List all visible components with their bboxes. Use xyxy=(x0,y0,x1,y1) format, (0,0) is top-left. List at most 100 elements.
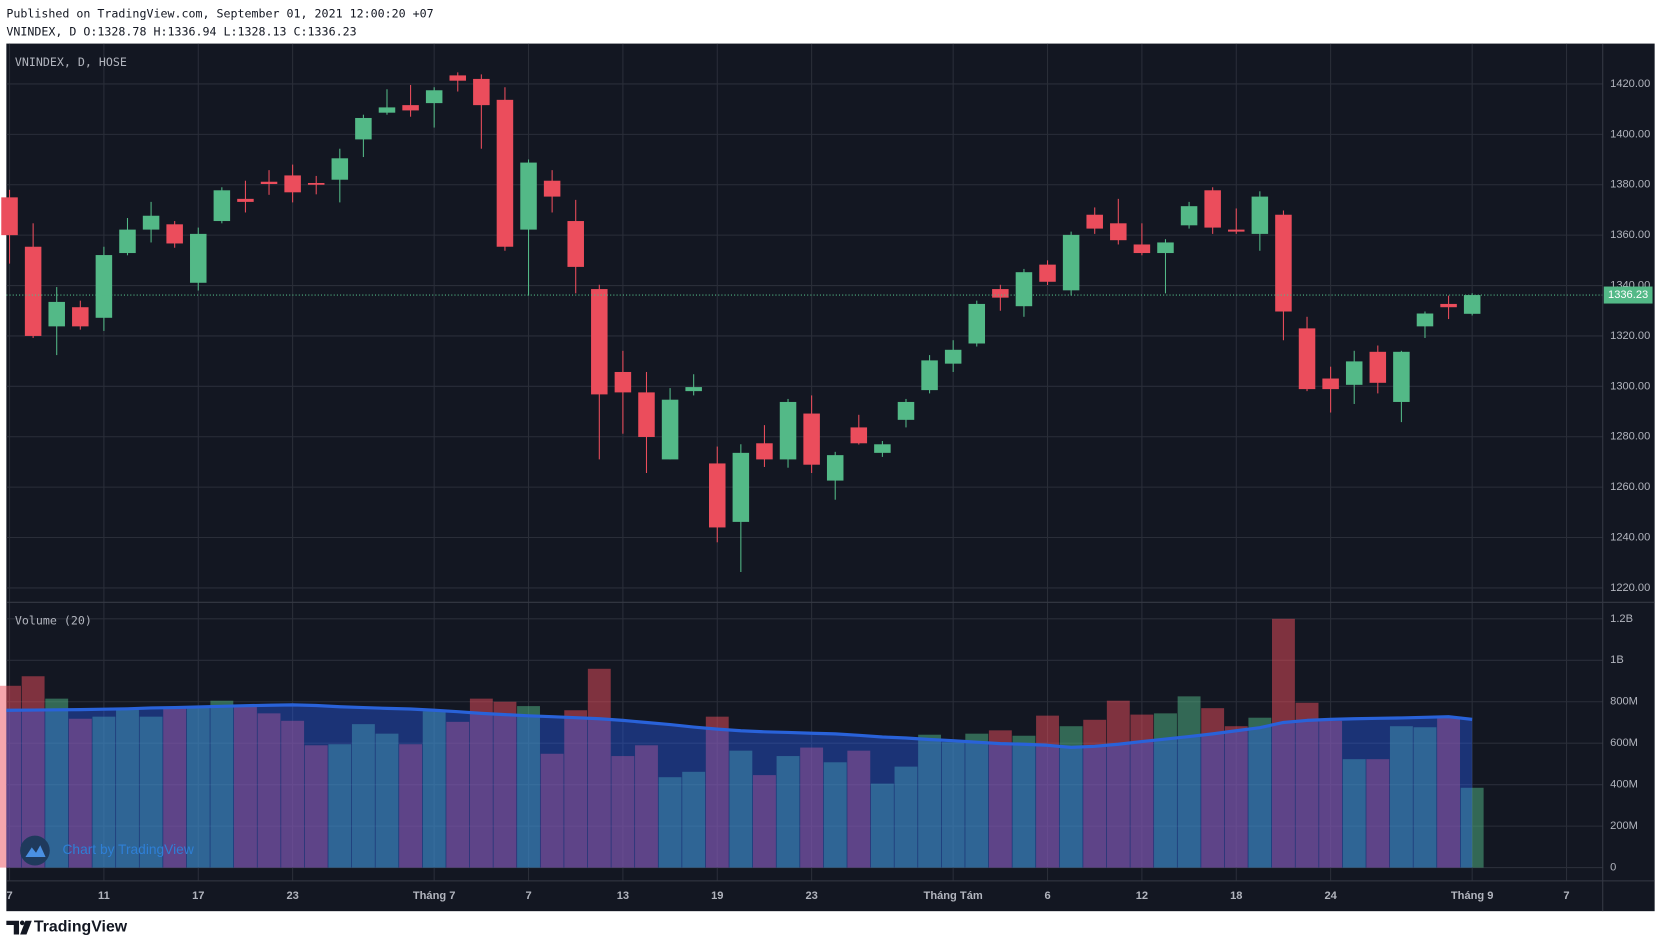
candle-body xyxy=(1157,242,1174,254)
volume-bar xyxy=(163,708,187,868)
volume-bar xyxy=(1177,696,1201,868)
volume-bar xyxy=(894,766,918,868)
price-pane-title: VNINDEX, D, HOSE xyxy=(15,55,127,69)
volume-bar xyxy=(139,716,163,868)
price-tick-label: 1240.00 xyxy=(1610,531,1650,543)
price-tick-label: 1360.00 xyxy=(1610,229,1650,241)
volume-bar xyxy=(729,750,753,868)
x-tick-label: 23 xyxy=(805,890,817,902)
candle-body xyxy=(850,427,868,444)
labels: VNINDEX, D, HOSE Volume (20) Chart by Tr… xyxy=(6,55,1653,935)
watermark-logo xyxy=(20,835,50,866)
volume-bar xyxy=(0,685,21,868)
axes xyxy=(6,43,1655,912)
volume-bar xyxy=(1460,787,1484,868)
volume-bar xyxy=(328,744,352,868)
candle-body xyxy=(591,289,608,395)
volume-bar xyxy=(469,698,493,868)
price-pane xyxy=(1,72,1603,573)
candle-body xyxy=(638,392,655,437)
volume-tick-label: 600M xyxy=(1610,737,1638,749)
volume-tick-label: 800M xyxy=(1610,696,1638,708)
volume-bar xyxy=(399,744,423,868)
candle-body xyxy=(1251,196,1269,234)
candle-body xyxy=(944,349,962,364)
candle-body xyxy=(142,215,160,230)
candle-body xyxy=(449,75,467,81)
volume-bar xyxy=(1437,717,1461,868)
volume-bar xyxy=(1224,726,1248,868)
footer-logo xyxy=(6,920,32,935)
candle-body xyxy=(1204,190,1221,228)
price-tick-label: 1260.00 xyxy=(1610,481,1650,493)
volume-bar xyxy=(1366,759,1390,868)
volume-bar xyxy=(446,721,470,868)
candle-body xyxy=(48,301,65,327)
volume-bar xyxy=(1036,715,1059,868)
candle-body xyxy=(1369,351,1387,383)
candle-body xyxy=(1015,272,1033,307)
candle-body xyxy=(874,444,891,453)
volume-bar xyxy=(847,750,871,868)
candle-body xyxy=(826,455,844,481)
x-tick-label: 7 xyxy=(6,890,12,902)
x-tick-label: 11 xyxy=(98,890,110,902)
candle-body xyxy=(1393,351,1410,402)
watermark-text: Chart by TradingView xyxy=(62,842,193,857)
candle-body xyxy=(921,360,938,391)
candle-body xyxy=(685,387,702,392)
volume-bar xyxy=(493,701,517,868)
candle-body xyxy=(473,78,490,106)
candle-body xyxy=(1180,206,1198,226)
x-tick-label: 18 xyxy=(1230,890,1242,902)
volume-bar xyxy=(304,745,328,868)
price-tick-label: 1400.00 xyxy=(1610,128,1650,140)
candle-body xyxy=(119,229,136,254)
volume-bar xyxy=(68,718,92,868)
candle-body xyxy=(24,246,42,336)
volume-bar xyxy=(210,700,234,868)
volume-bar xyxy=(186,706,210,868)
candle-body xyxy=(307,182,325,185)
candle-body xyxy=(72,307,89,327)
candle-body xyxy=(1322,378,1339,390)
volume-bar xyxy=(116,708,139,868)
volume-bar xyxy=(800,747,824,868)
volume-bar xyxy=(257,713,281,868)
volume-bar xyxy=(1295,702,1319,868)
candle-body xyxy=(543,180,561,197)
candle-body xyxy=(709,463,726,528)
candle-body xyxy=(1298,328,1316,390)
candle-body xyxy=(237,198,254,202)
candle-body xyxy=(1,197,18,236)
volume-pane xyxy=(0,618,1484,868)
x-tick-label: 24 xyxy=(1324,890,1337,902)
volume-bar xyxy=(1319,720,1343,868)
volume-bar xyxy=(870,783,894,868)
x-tick-label: 7 xyxy=(525,890,531,902)
volume-bar xyxy=(1413,727,1437,868)
volume-bar xyxy=(1342,759,1366,868)
last-price-box xyxy=(1603,286,1653,304)
x-tick-label: Tháng 7 xyxy=(413,890,456,902)
price-tick-label: 1420.00 xyxy=(1610,78,1650,90)
candle-body xyxy=(213,190,231,222)
volume-bar xyxy=(776,756,800,868)
price-tick-label: 1220.00 xyxy=(1610,582,1650,594)
volume-bar xyxy=(540,753,564,868)
published-text: Published on TradingView.com, September … xyxy=(6,6,433,20)
volume-tick-label: 400M xyxy=(1610,779,1638,791)
x-tick-label: 23 xyxy=(286,890,298,902)
candle-body xyxy=(661,399,679,460)
candle-body xyxy=(1228,229,1245,232)
candle-body xyxy=(331,158,349,180)
volume-bar xyxy=(611,756,635,868)
volume-bar xyxy=(234,706,257,868)
candle-body xyxy=(95,255,113,318)
price-tick-label: 1280.00 xyxy=(1610,431,1650,443)
price-tick-label: 1320.00 xyxy=(1610,330,1650,342)
footer-brand: TradingView xyxy=(34,918,128,935)
volume-bar xyxy=(1154,713,1177,868)
volume-bar xyxy=(705,716,729,868)
